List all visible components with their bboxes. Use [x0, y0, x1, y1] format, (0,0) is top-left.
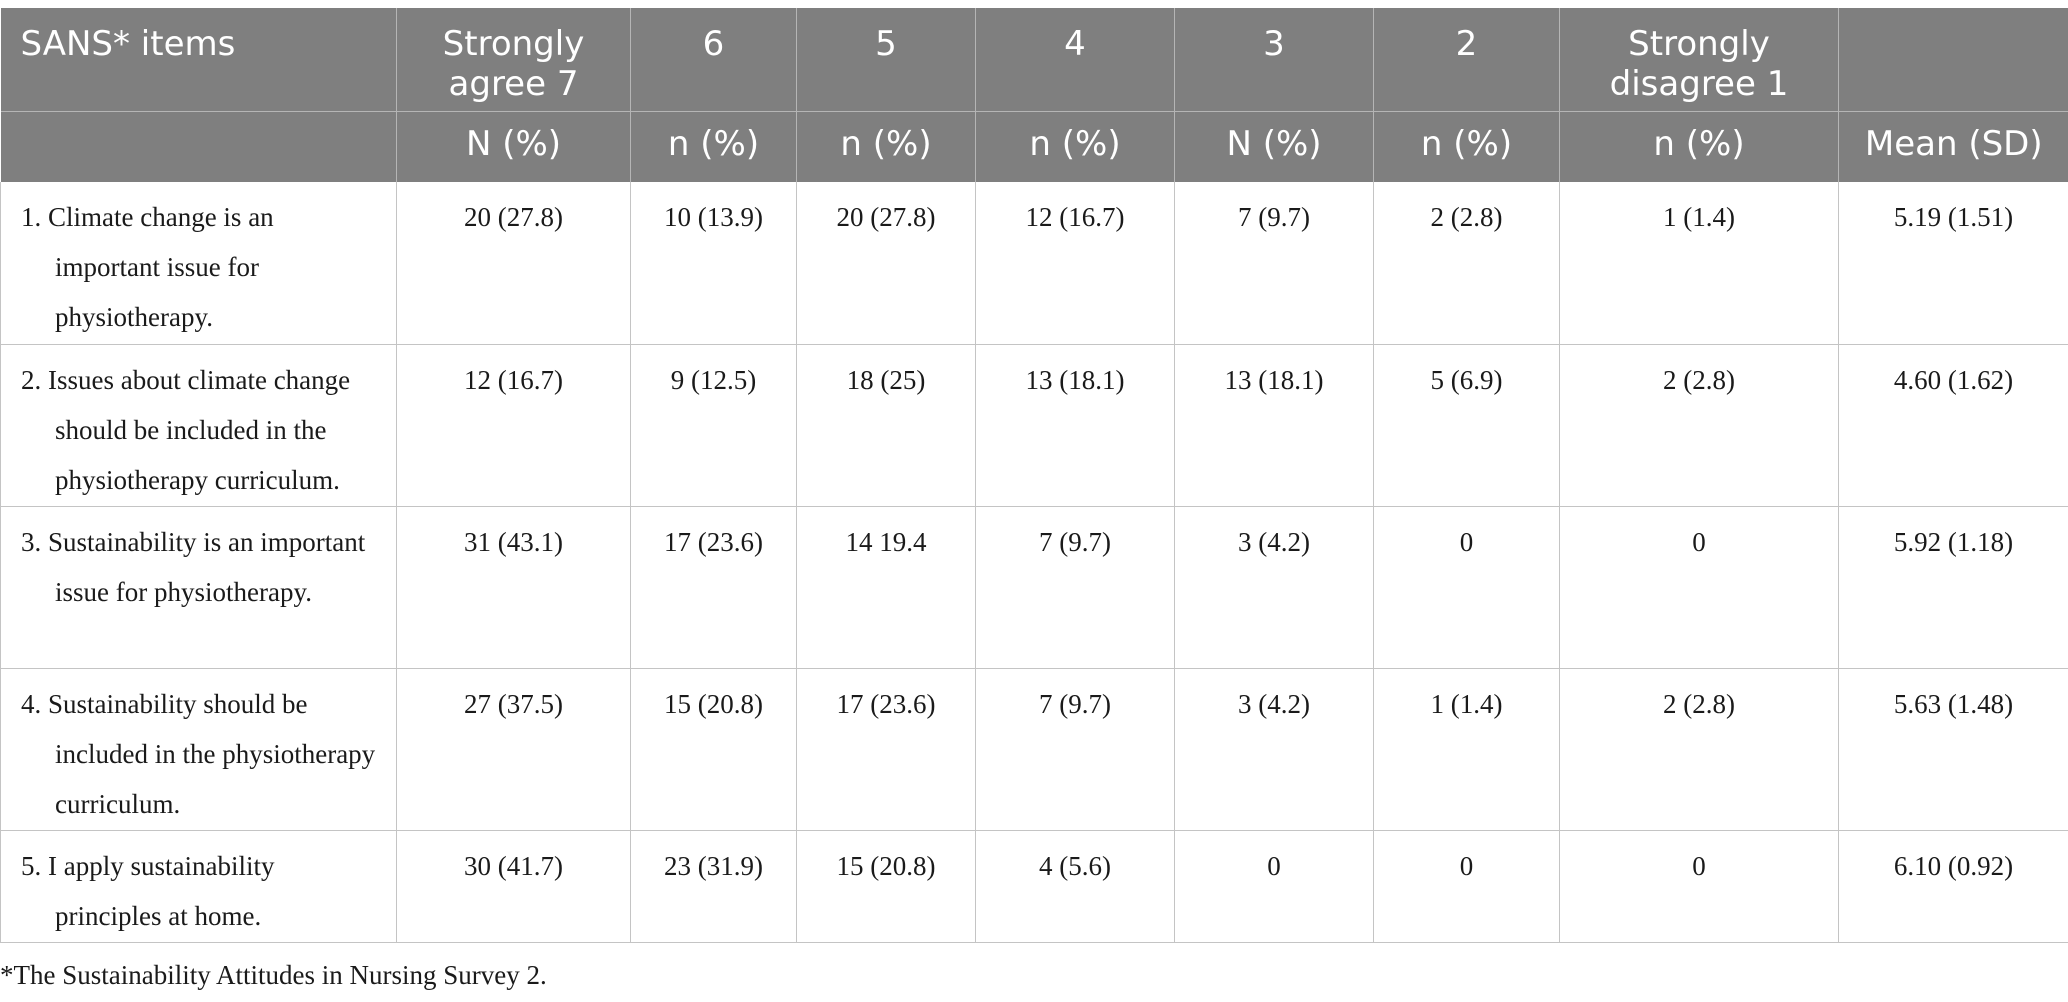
value-cell: 20 (27.8): [796, 182, 976, 345]
value-cell: 0: [1559, 506, 1839, 669]
value-cell: 18 (25): [796, 344, 976, 507]
subheader-col-4: n (%): [975, 110, 1175, 182]
value-cell: 10 (13.9): [630, 182, 797, 345]
mean-sd-cell: 6.10 (0.92): [1838, 830, 2068, 943]
value-cell: 7 (9.7): [1174, 182, 1374, 345]
value-cell: 20 (27.8): [396, 182, 631, 345]
value-cell: 27 (37.5): [396, 668, 631, 831]
table-body: 1. Climate change is an important issue …: [0, 182, 2068, 943]
value-cell: 0: [1559, 830, 1839, 943]
subheader-col-3: n (%): [796, 110, 976, 182]
subheader-col-2: n (%): [630, 110, 797, 182]
item-cell: 3. Sustainability is an important issue …: [0, 506, 397, 669]
mean-sd-cell: 5.19 (1.51): [1838, 182, 2068, 345]
subheader-mean-sd: Mean (SD): [1838, 110, 2068, 182]
item-cell: 1. Climate change is an important issue …: [0, 182, 397, 345]
header-row-scale: SANS* items Strongly agree 7 6 5 4 3 2 S…: [0, 8, 2068, 111]
subheader-col-7: n (%): [1559, 110, 1839, 182]
value-cell: 0: [1373, 830, 1560, 943]
value-cell: 1 (1.4): [1373, 668, 1560, 831]
value-cell: 17 (23.6): [630, 506, 797, 669]
subheader-col-5: N (%): [1174, 110, 1374, 182]
value-cell: 7 (9.7): [975, 668, 1175, 831]
header-6: 6: [630, 8, 797, 111]
header-4: 4: [975, 8, 1175, 111]
header-strongly-agree-7: Strongly agree 7: [396, 8, 631, 111]
mean-sd-cell: 5.92 (1.18): [1838, 506, 2068, 669]
header-row-units: N (%) n (%) n (%) n (%) N (%) n (%) n (%…: [0, 110, 2068, 182]
value-cell: 14 19.4: [796, 506, 976, 669]
value-cell: 7 (9.7): [975, 506, 1175, 669]
value-cell: 15 (20.8): [796, 830, 976, 943]
value-cell: 1 (1.4): [1559, 182, 1839, 345]
table-row: 5. I apply sustainability principles at …: [0, 830, 2068, 943]
header-5: 5: [796, 8, 976, 111]
header-2: 2: [1373, 8, 1560, 111]
header-blank: [1838, 8, 2068, 111]
table-row: 2. Issues about climate change should be…: [0, 344, 2068, 507]
value-cell: 0: [1373, 506, 1560, 669]
item-label: 4. Sustainability should be included in …: [21, 688, 376, 819]
value-cell: 30 (41.7): [396, 830, 631, 943]
item-cell: 4. Sustainability should be included in …: [0, 668, 397, 831]
value-cell: 3 (4.2): [1174, 668, 1374, 831]
table-row: 4. Sustainability should be included in …: [0, 668, 2068, 831]
value-cell: 2 (2.8): [1559, 668, 1839, 831]
value-cell: 4 (5.6): [975, 830, 1175, 943]
header-3: 3: [1174, 8, 1374, 111]
value-cell: 2 (2.8): [1373, 182, 1560, 345]
header-strongly-disagree-1: Strongly disagree 1: [1559, 8, 1839, 111]
value-cell: 17 (23.6): [796, 668, 976, 831]
value-cell: 23 (31.9): [630, 830, 797, 943]
table-container: SANS* items Strongly agree 7 6 5 4 3 2 S…: [0, 8, 2068, 943]
value-cell: 31 (43.1): [396, 506, 631, 669]
item-cell: 2. Issues about climate change should be…: [0, 344, 397, 507]
value-cell: 12 (16.7): [975, 182, 1175, 345]
value-cell: 12 (16.7): [396, 344, 631, 507]
header-items: SANS* items: [0, 8, 397, 111]
value-cell: 5 (6.9): [1373, 344, 1560, 507]
subheader-col-1: N (%): [396, 110, 631, 182]
value-cell: 15 (20.8): [630, 668, 797, 831]
subheader-items: [0, 110, 397, 182]
value-cell: 3 (4.2): [1174, 506, 1374, 669]
subheader-col-6: n (%): [1373, 110, 1560, 182]
item-label: 3. Sustainability is an important issue …: [21, 526, 366, 607]
value-cell: 0: [1174, 830, 1374, 943]
table-header: SANS* items Strongly agree 7 6 5 4 3 2 S…: [0, 8, 2068, 182]
value-cell: 9 (12.5): [630, 344, 797, 507]
value-cell: 2 (2.8): [1559, 344, 1839, 507]
table-footnote: *The Sustainability Attitudes in Nursing…: [0, 960, 547, 990]
item-label: 1. Climate change is an important issue …: [21, 202, 274, 332]
item-cell: 5. I apply sustainability principles at …: [0, 830, 397, 943]
mean-sd-cell: 4.60 (1.62): [1838, 344, 2068, 507]
table-row: 3. Sustainability is an important issue …: [0, 506, 2068, 669]
item-label: 2. Issues about climate change should be…: [21, 364, 351, 495]
mean-sd-cell: 5.63 (1.48): [1838, 668, 2068, 831]
table-row: 1. Climate change is an important issue …: [0, 182, 2068, 345]
value-cell: 13 (18.1): [975, 344, 1175, 507]
item-label: 5. I apply sustainability principles at …: [21, 850, 275, 931]
survey-results-table: SANS* items Strongly agree 7 6 5 4 3 2 S…: [0, 8, 2068, 943]
value-cell: 13 (18.1): [1174, 344, 1374, 507]
